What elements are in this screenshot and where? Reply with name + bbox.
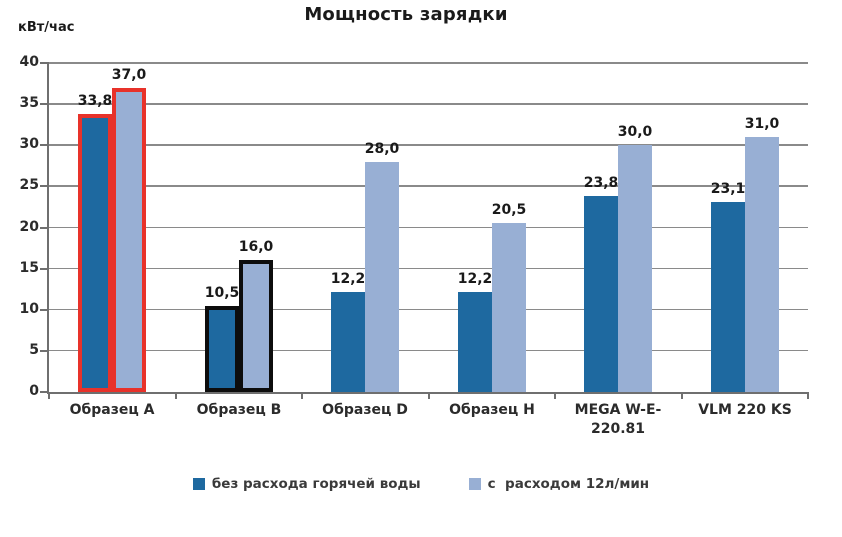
y-axis-unit-label: кВт/час bbox=[18, 20, 75, 35]
x-axis-category-label: Образец D bbox=[322, 402, 408, 418]
legend-swatch-series1-icon bbox=[192, 478, 205, 490]
bar-series-2 bbox=[365, 162, 399, 392]
y-axis-tick-label: 10 bbox=[19, 300, 39, 317]
gridline bbox=[49, 103, 808, 105]
y-axis-tick-label: 40 bbox=[19, 54, 39, 70]
x-axis-category-label: Образец H bbox=[449, 402, 535, 418]
data-label: 20,5 bbox=[491, 202, 527, 218]
x-axis-tick bbox=[807, 392, 809, 399]
gridline bbox=[49, 144, 808, 146]
legend: без расхода горячей воды с расходом 12л/… bbox=[0, 476, 842, 492]
bar-series-1 bbox=[458, 292, 492, 392]
x-axis-tick bbox=[174, 392, 177, 399]
y-axis-tick bbox=[40, 391, 49, 393]
y-axis-tick-label: 25 bbox=[19, 177, 39, 194]
legend-label-series2: с расходом 12л/мин bbox=[487, 476, 650, 492]
x-axis-tick bbox=[427, 392, 430, 399]
legend-item-flow-12l-min: с расходом 12л/мин bbox=[468, 476, 650, 492]
y-axis-tick-label: 15 bbox=[19, 259, 39, 276]
data-label: 16,0 bbox=[238, 239, 274, 255]
x-axis-category-label: Образец A bbox=[69, 402, 155, 418]
y-axis-tick-label: 5 bbox=[29, 341, 39, 358]
y-axis-tick bbox=[40, 226, 49, 229]
x-axis-tick bbox=[301, 392, 303, 399]
y-axis-tick-label: 0 bbox=[29, 383, 39, 399]
data-label: 12,2 bbox=[330, 271, 366, 287]
data-label: 37,0 bbox=[111, 67, 147, 83]
y-axis-tick bbox=[40, 144, 49, 147]
y-axis-tick-label: 30 bbox=[19, 136, 39, 153]
bar-series-1 bbox=[205, 306, 239, 392]
y-axis-tick bbox=[40, 103, 49, 106]
gridline bbox=[49, 226, 808, 228]
bar-series-1 bbox=[331, 292, 365, 392]
chart-title: Мощность зарядки bbox=[304, 4, 508, 25]
legend-swatch-series2-icon bbox=[468, 478, 481, 490]
x-axis-category-label: VLM 220 KS bbox=[698, 402, 792, 418]
bar-series-2 bbox=[618, 145, 652, 392]
bar-series-2 bbox=[745, 137, 779, 392]
x-axis-tick bbox=[680, 392, 683, 399]
gridline bbox=[49, 62, 808, 64]
data-label: 30,0 bbox=[617, 124, 653, 140]
legend-item-no-hot-water-flow: без расхода горячей воды bbox=[192, 476, 421, 492]
y-axis-tick-label: 20 bbox=[19, 218, 39, 235]
y-axis-tick bbox=[40, 185, 49, 188]
data-label: 12,2 bbox=[457, 271, 493, 287]
x-axis-tick bbox=[48, 392, 50, 399]
bar-series-2 bbox=[112, 88, 146, 392]
y-axis-tick bbox=[40, 349, 49, 352]
data-label: 31,0 bbox=[744, 116, 780, 132]
gridline bbox=[49, 185, 808, 187]
plot-area: 0 5 10 15 20 25 30 35 40 33,8 37,0 Образец A 10,5 16,… bbox=[20, 54, 809, 437]
x-axis-category-label: Образец B bbox=[196, 402, 282, 418]
bar-series-1 bbox=[711, 202, 745, 392]
y-axis-tick bbox=[40, 308, 49, 311]
bar-series-1 bbox=[78, 114, 112, 392]
data-label: 10,5 bbox=[204, 285, 240, 301]
x-axis-tick bbox=[554, 392, 556, 399]
y-axis-tick-label: 35 bbox=[19, 95, 39, 112]
bar-series-2 bbox=[492, 223, 526, 392]
data-label: 23,1 bbox=[710, 181, 746, 197]
bar-series-1 bbox=[584, 196, 618, 392]
data-label: 33,8 bbox=[77, 93, 113, 109]
data-label: 23,8 bbox=[583, 175, 619, 191]
gridline bbox=[49, 349, 808, 352]
bar-series-2 bbox=[239, 260, 273, 392]
y-axis-tick bbox=[40, 62, 49, 64]
x-axis-category-label: MEGA W-E- 220.81 bbox=[574, 402, 662, 437]
legend-label-series1: без расхода горячей воды bbox=[211, 476, 421, 492]
y-axis-tick bbox=[40, 267, 49, 270]
gridline bbox=[49, 308, 808, 311]
gridline bbox=[49, 267, 808, 270]
data-label: 28,0 bbox=[364, 141, 400, 157]
